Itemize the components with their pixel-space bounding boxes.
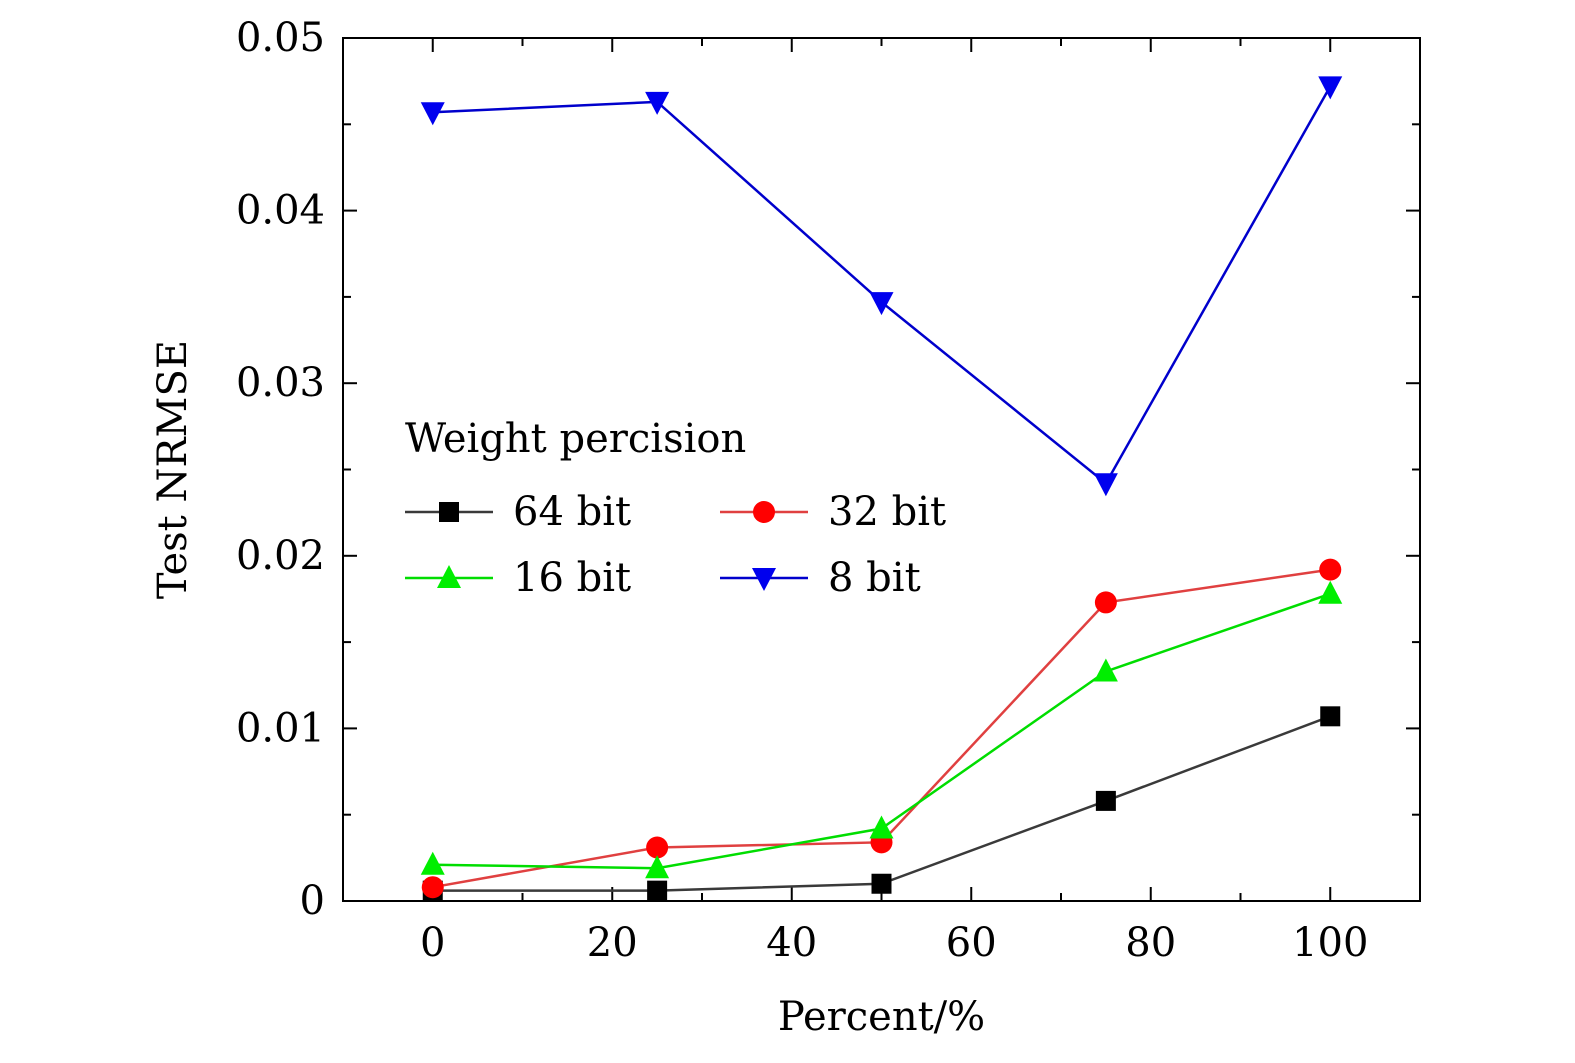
plot-frame [342, 37, 1421, 902]
x-tick-label: 100 [1292, 920, 1368, 966]
y-tick-label: 0.01 [236, 705, 325, 751]
data-point-16-bit [1093, 658, 1118, 682]
data-point-64-bit [1095, 790, 1116, 811]
y-tick-label: 0.02 [236, 533, 325, 579]
legend-marker-16-bit [437, 565, 461, 588]
legend-item-16-bit: 16 bit [405, 555, 631, 601]
legend-item-8-bit: 8 bit [720, 555, 921, 601]
data-point-32-bit [421, 876, 444, 899]
data-point-8-bit [1318, 76, 1343, 100]
y-tick-label: 0.03 [236, 360, 325, 406]
x-axis-label: Percent/% [778, 994, 985, 1040]
legend-label-16-bit: 16 bit [513, 555, 631, 601]
series-16-bit [420, 580, 1343, 879]
series-64-bit [422, 706, 1341, 901]
y-tick-label: 0.04 [236, 188, 325, 234]
data-point-8-bit [645, 91, 670, 115]
legend: Weight percision 64 bit 32 bit 16 bit 8 bit [405, 416, 946, 601]
data-point-64-bit [871, 873, 892, 894]
x-tick-label: 80 [1125, 920, 1176, 966]
legend-title: Weight percision [405, 416, 746, 462]
x-tick-label: 40 [766, 920, 817, 966]
data-point-16-bit [869, 815, 894, 839]
legend-label-64-bit: 64 bit [513, 489, 631, 535]
data-point-64-bit [1320, 706, 1341, 727]
data-point-8-bit [869, 292, 894, 316]
legend-marker-64-bit [439, 502, 459, 522]
series-32-bit [421, 558, 1342, 899]
x-tick-label: 60 [946, 920, 997, 966]
x-tick-label: 20 [587, 920, 638, 966]
data-point-8-bit [420, 102, 445, 126]
axes: 0 20 40 60 80 100 0 0.01 0.02 0.03 0.04 0.05 [236, 15, 1421, 966]
y-tick-label: 0.05 [236, 15, 325, 61]
legend-item-64-bit: 64 bit [405, 489, 631, 535]
legend-item-32-bit: 32 bit [720, 489, 946, 535]
data-point-16-bit [1318, 580, 1343, 604]
x-tick-label: 0 [420, 920, 445, 966]
data-point-64-bit [647, 880, 668, 901]
data-point-8-bit [1093, 473, 1118, 497]
data-point-32-bit [646, 836, 669, 859]
y-axis-label: Test NRMSE [150, 340, 196, 599]
data-point-16-bit [645, 855, 670, 879]
data-point-16-bit [420, 851, 445, 875]
series-group [420, 76, 1343, 901]
legend-label-32-bit: 32 bit [828, 489, 946, 535]
series-8-bit [420, 76, 1343, 497]
data-point-32-bit [1094, 591, 1117, 614]
y-tick-label: 0 [300, 878, 325, 924]
legend-marker-32-bit [753, 501, 775, 523]
legend-label-8-bit: 8 bit [828, 555, 921, 601]
legend-marker-8-bit [752, 568, 776, 591]
data-point-32-bit [1319, 558, 1342, 581]
